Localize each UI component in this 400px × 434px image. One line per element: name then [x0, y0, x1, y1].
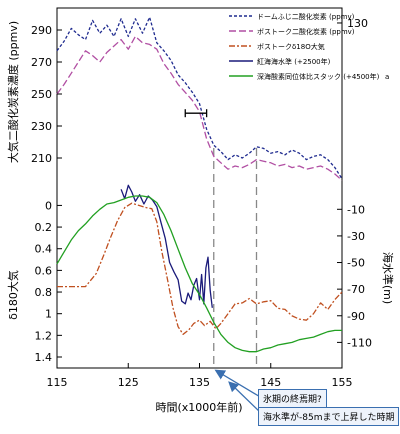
legend-label-0: ドームふじ二酸化炭素 (ppmv) — [257, 12, 355, 21]
x-axis-ticks: 115 125 135 145 155 — [47, 363, 353, 389]
d18o-tick-label: 1 — [45, 308, 52, 321]
d18o-tick-label: 1.4 — [35, 351, 53, 364]
co2-tick-label: 230 — [31, 120, 52, 133]
co2-tick-label: 210 — [31, 152, 52, 165]
co2-tick-label: 270 — [31, 56, 52, 69]
series-line-1 — [56, 35, 343, 181]
d18o-tick-label: 0 — [45, 199, 52, 212]
legend-label-1: ボストーク二酸化炭素 (ppmv) — [257, 27, 355, 36]
x-tick-label: 115 — [47, 376, 68, 389]
x-tick-label: 125 — [118, 376, 139, 389]
d18o-tick-label: 0.8 — [35, 286, 53, 299]
legend-suffix: a — [385, 73, 389, 81]
d18o-tick-label: 0.6 — [35, 264, 53, 277]
legend-label-3: 紅海海水準 (+2500年) — [257, 57, 331, 66]
x-tick-label: 135 — [189, 376, 210, 389]
sea-level-tick-label: -110 — [347, 336, 372, 349]
d18o-tick-label: 0.2 — [35, 221, 53, 234]
d18o-tick-label: 0.4 — [35, 243, 53, 256]
co2-tick-label: 290 — [31, 24, 52, 37]
callout-sea-level-rise: 海水準が-85mまで上昇した時期 — [258, 407, 400, 426]
legend: ドームふじ二酸化炭素 (ppmv) ボストーク二酸化炭素 (ppmv) ボストークδ… — [229, 12, 389, 81]
x-tick-label: 155 — [332, 376, 353, 389]
x-tick-label: 145 — [260, 376, 281, 389]
d18o-axis-ticks: 0 0.2 0.4 0.6 0.8 1 1.2 1.4 — [35, 199, 62, 364]
error-bar — [184, 109, 208, 118]
sea-level-tick-label: -30 — [347, 230, 365, 243]
d18o-tick-label: 1.2 — [35, 329, 53, 342]
co2-axis-title: 大気二酸化炭素濃度 (ppmv) — [6, 21, 20, 163]
sea-level-tick-label: -10 — [347, 203, 365, 216]
co2-axis-ticks: 290 270 250 230 210 — [31, 24, 62, 165]
sea-level-axis-title: 海水準(m) — [381, 252, 395, 304]
series-line-0 — [56, 16, 343, 180]
callout-arrows — [214, 369, 263, 415]
callout-glacial-termination: 氷期の終焉期? — [258, 389, 327, 408]
legend-label-4: 深海酸素同位体比スタック (+4500年) — [257, 72, 380, 81]
sea-level-axis-ticks: -10 -30 -50 -70 -90 -110 130 — [337, 17, 372, 349]
co2-tick-label: 250 — [31, 88, 52, 101]
sea-level-tick-label: -90 — [347, 310, 365, 323]
callout-arrow — [214, 369, 263, 399]
series-line-2 — [57, 202, 343, 335]
series-line-4 — [56, 195, 342, 353]
vertical-reference-lines — [213, 148, 258, 368]
d18o-axis-title: δ180大気 — [6, 270, 20, 320]
sea-level-tick-label: -70 — [347, 283, 365, 296]
callout-arrow — [228, 381, 263, 415]
x-axis-title: 時間(x1000年前) — [155, 400, 242, 414]
sea-level-tick-label: 130 — [347, 17, 368, 30]
series-line-3 — [120, 184, 213, 308]
sea-level-tick-label: -50 — [347, 257, 365, 270]
legend-label-2: ボストークδ18O大気 — [257, 42, 325, 51]
series-layer — [56, 16, 343, 353]
